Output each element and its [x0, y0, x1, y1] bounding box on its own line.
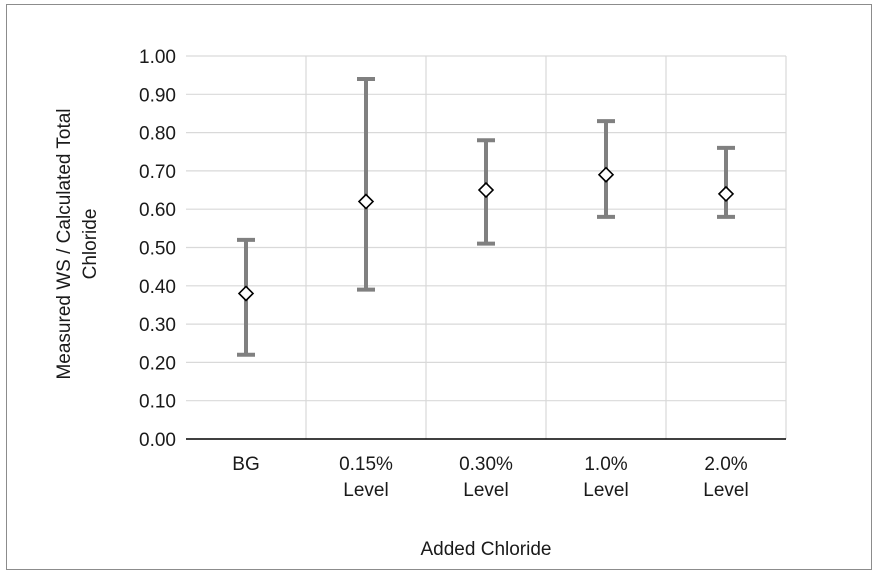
x-tick-label: BG [232, 454, 259, 475]
y-axis-title-line-2: Chloride [80, 209, 101, 280]
error-bars [237, 76, 735, 357]
y-tick-label: 1.00 [139, 47, 176, 68]
y-tick-label: 0.20 [139, 353, 176, 374]
y-tick-label: 0.70 [139, 162, 176, 183]
x-tick-label: Level [583, 480, 628, 501]
x-tick-label: 0.30% [459, 454, 513, 475]
y-tick-label: 0.40 [139, 277, 176, 298]
data-point-marker [477, 181, 495, 199]
x-tick-label: 1.0% [584, 454, 627, 475]
data-point-marker [357, 193, 375, 210]
chart-frame [6, 4, 872, 570]
y-tick-label: 0.30 [139, 315, 176, 336]
x-tick-label: Level [463, 480, 508, 501]
y-tick-label: 0.60 [139, 200, 176, 221]
y-tick-label: 0.90 [139, 85, 176, 106]
markers [237, 166, 735, 302]
y-axis-title-line-1: Measured WS / Calculated Total [54, 108, 75, 379]
y-tick-label: 0.10 [139, 392, 176, 413]
grid [186, 55, 787, 439]
x-tick-label: Level [703, 480, 748, 501]
y-tick-label: 0.80 [139, 124, 176, 145]
x-tick-label: 2.0% [704, 454, 747, 475]
y-tick-label: 0.50 [139, 239, 176, 260]
x-tick-label: Level [343, 480, 388, 501]
x-tick-label: 0.15% [339, 454, 393, 475]
data-point-marker [237, 285, 255, 302]
data-point-marker [717, 185, 735, 203]
tick-labels: 0.00 0.10 0.20 0.30 0.40 0.50 0.60 0.70 0.80 0.90… [139, 47, 749, 501]
x-axis-title: Added Chloride [421, 539, 552, 560]
data-point-marker [597, 166, 615, 183]
y-tick-label: 0.00 [139, 430, 176, 451]
y-axis-title: Measured WS / Calculated Total Chloride [54, 108, 101, 379]
